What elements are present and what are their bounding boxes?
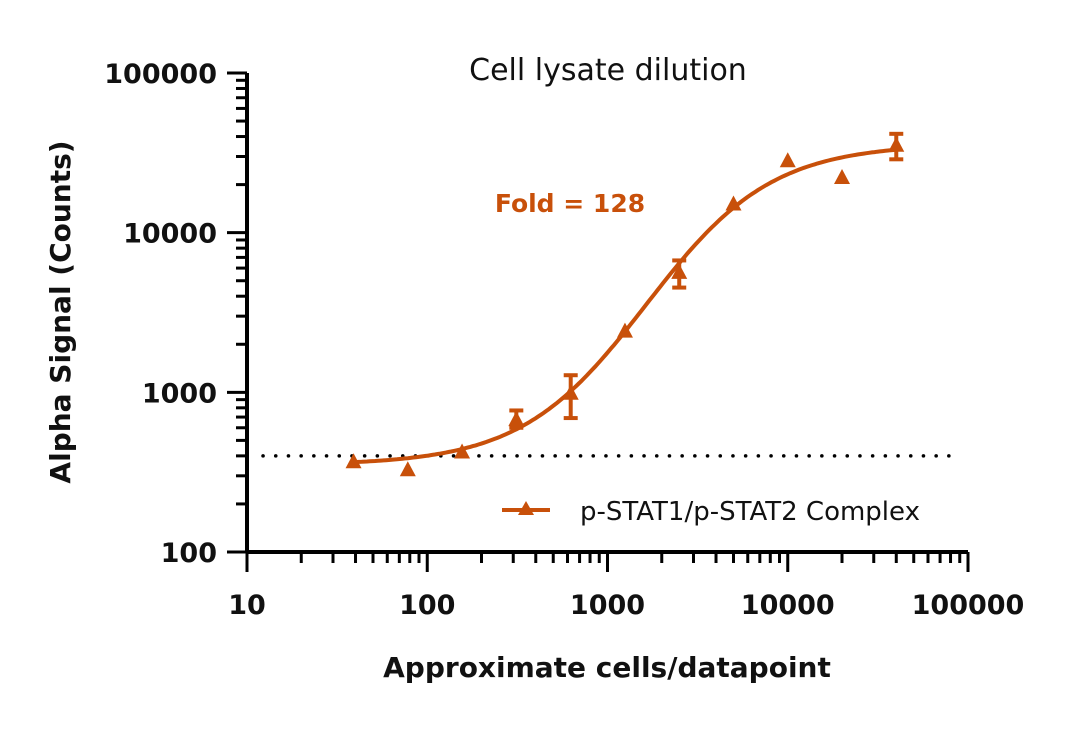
x-tick-label: 100000 — [912, 590, 1025, 621]
data-point-triangle — [345, 453, 362, 469]
data-points — [345, 131, 905, 477]
data-point-triangle — [671, 263, 688, 279]
y-tick-label: 10000 — [123, 219, 217, 250]
x-tick-label: 100 — [399, 590, 455, 621]
y-axis-label: Alpha Signal (Counts) — [44, 140, 77, 483]
chart-title: Cell lysate dilution — [469, 53, 747, 88]
y-tick-label: 100 — [161, 538, 217, 569]
legend: p-STAT1/p-STAT2 Complex — [502, 497, 920, 527]
legend-label: p-STAT1/p-STAT2 Complex — [580, 497, 920, 527]
x-axis-label: Approximate cells/datapoint — [383, 651, 831, 684]
x-tick-label: 1000 — [570, 590, 645, 621]
data-point-triangle — [888, 136, 905, 152]
x-tick-labels: 10 100 1000 10000 100000 — [228, 590, 1024, 621]
fold-annotation: Fold = 128 — [495, 189, 645, 218]
y-tick-labels: 100 1000 10000 100000 — [104, 59, 217, 569]
data-point-triangle — [616, 322, 633, 338]
data-point-triangle — [725, 195, 742, 211]
legend-triangle-icon — [518, 501, 534, 515]
data-point-triangle — [399, 461, 416, 477]
y-tick-label: 1000 — [142, 378, 217, 409]
y-tick-label: 100000 — [104, 59, 217, 90]
data-point-triangle — [508, 411, 525, 427]
x-tick-label: 10000 — [741, 590, 835, 621]
data-point-triangle — [562, 384, 579, 400]
x-tick-label: 10 — [228, 590, 266, 621]
data-point-triangle — [779, 152, 796, 168]
data-point-triangle — [454, 443, 471, 459]
data-point-triangle — [834, 168, 851, 184]
axes — [227, 71, 970, 572]
